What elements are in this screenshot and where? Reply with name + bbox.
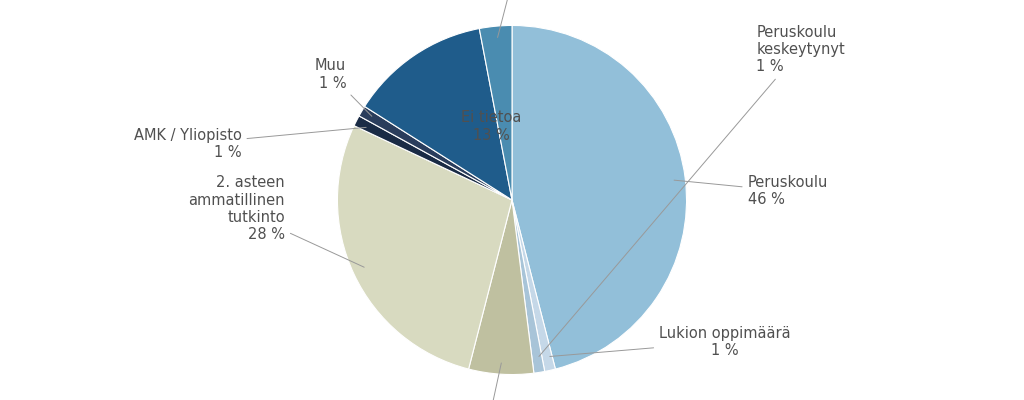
Wedge shape <box>512 26 686 369</box>
Wedge shape <box>512 200 545 373</box>
Text: Ylioppilas
6 %: Ylioppilas 6 % <box>451 363 520 400</box>
Wedge shape <box>469 200 534 374</box>
Text: Lukion oppimäärä
1 %: Lukion oppimäärä 1 % <box>550 326 791 358</box>
Text: Peruskoulu
keskeytynyt
1 %: Peruskoulu keskeytynyt 1 % <box>539 24 845 356</box>
Text: Ei tietoa
13 %: Ei tietoa 13 % <box>461 110 521 143</box>
Wedge shape <box>512 200 555 372</box>
Text: 2. asteen
ammatillinen
tutkinto
28 %: 2. asteen ammatillinen tutkinto 28 % <box>188 175 365 267</box>
Wedge shape <box>365 28 512 200</box>
Wedge shape <box>479 26 512 200</box>
Text: Peruskoulu
46 %: Peruskoulu 46 % <box>674 175 828 208</box>
Wedge shape <box>354 116 512 200</box>
Text: AMK / Yliopisto
1 %: AMK / Yliopisto 1 % <box>133 127 367 160</box>
Wedge shape <box>338 126 512 369</box>
Text: Peruskoulussa
3 %: Peruskoulussa 3 % <box>468 0 573 38</box>
Wedge shape <box>359 106 512 200</box>
Text: Muu
1 %: Muu 1 % <box>315 58 372 116</box>
